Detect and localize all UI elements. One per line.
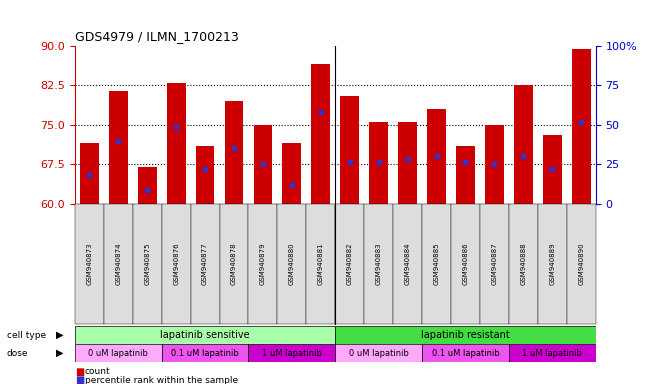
Text: GSM940873: GSM940873 (87, 243, 92, 285)
Text: GSM940876: GSM940876 (173, 243, 179, 285)
Text: 0 uM lapatinib: 0 uM lapatinib (89, 349, 148, 358)
Text: GSM940890: GSM940890 (578, 243, 584, 285)
Text: GSM940883: GSM940883 (376, 243, 381, 285)
Bar (398, 122, 417, 204)
Text: ■: ■ (75, 367, 84, 377)
Bar (509, 344, 596, 362)
Text: lapatinib sensitive: lapatinib sensitive (160, 330, 250, 340)
Text: GSM940884: GSM940884 (405, 243, 411, 285)
Bar (543, 135, 562, 204)
Bar (80, 143, 99, 204)
Text: cell type: cell type (7, 331, 46, 339)
Text: GSM940874: GSM940874 (115, 243, 121, 285)
Text: 1 uM lapatinib: 1 uM lapatinib (262, 349, 322, 358)
Text: GSM940882: GSM940882 (347, 243, 353, 285)
Text: GSM940879: GSM940879 (260, 243, 266, 285)
Text: 0 uM lapatinib: 0 uM lapatinib (349, 349, 409, 358)
Text: ■: ■ (75, 375, 84, 384)
Bar (75, 344, 161, 362)
Bar (249, 344, 335, 362)
Bar (161, 344, 249, 362)
Bar (283, 143, 301, 204)
Bar (369, 122, 388, 204)
Text: GSM940875: GSM940875 (145, 243, 150, 285)
Text: GSM940887: GSM940887 (492, 243, 497, 285)
Text: GSM940881: GSM940881 (318, 243, 324, 285)
Text: GSM940888: GSM940888 (520, 243, 526, 285)
Text: GSM940877: GSM940877 (202, 243, 208, 285)
Bar (167, 83, 186, 204)
Bar (572, 49, 590, 204)
Text: GSM940880: GSM940880 (289, 243, 295, 285)
Text: dose: dose (7, 349, 28, 358)
Text: percentile rank within the sample: percentile rank within the sample (85, 376, 238, 384)
Bar (225, 101, 243, 204)
Bar (422, 344, 509, 362)
Text: GSM940878: GSM940878 (231, 243, 237, 285)
Text: ▶: ▶ (56, 330, 64, 340)
Text: GSM940885: GSM940885 (434, 243, 439, 285)
Bar (485, 125, 504, 204)
Bar (196, 146, 214, 204)
Bar (253, 125, 272, 204)
Bar (335, 344, 422, 362)
Text: ▶: ▶ (56, 348, 64, 358)
Bar (335, 326, 596, 344)
Text: GSM940886: GSM940886 (462, 243, 469, 285)
Bar (514, 86, 533, 204)
Bar (311, 65, 330, 204)
Text: GDS4979 / ILMN_1700213: GDS4979 / ILMN_1700213 (75, 30, 239, 43)
Bar (109, 91, 128, 204)
Text: lapatinib resistant: lapatinib resistant (421, 330, 510, 340)
Bar (75, 326, 335, 344)
Bar (340, 96, 359, 204)
Text: 0.1 uM lapatinib: 0.1 uM lapatinib (432, 349, 499, 358)
Bar (427, 109, 446, 204)
Text: 0.1 uM lapatinib: 0.1 uM lapatinib (171, 349, 239, 358)
Bar (456, 146, 475, 204)
Text: 1 uM lapatinib: 1 uM lapatinib (522, 349, 582, 358)
Text: count: count (85, 367, 110, 376)
Bar (138, 167, 157, 204)
Text: GSM940889: GSM940889 (549, 243, 555, 285)
